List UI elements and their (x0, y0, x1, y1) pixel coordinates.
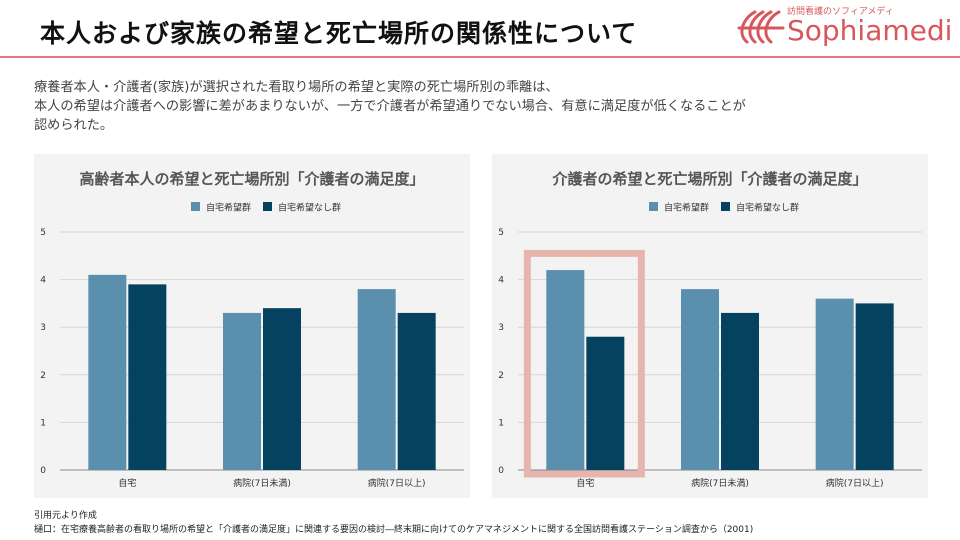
y-tick-label: 0 (498, 466, 504, 476)
legend-label: 自宅希望群 (206, 202, 251, 214)
bar-chart-caregiver-wish: 介護者の希望と死亡場所別「介護者の満足度」自宅希望群 自宅希望なし群 0 1 2 3 4 5 自… (498, 170, 922, 489)
x-tick-label: 病院(7日未満) (691, 477, 749, 489)
bar (88, 274, 127, 470)
legend-swatch (649, 202, 658, 211)
logo-wordmark: Sophiamedi (787, 14, 953, 47)
description-line-1: 療養者本人・介護者(家族)が選択された看取り場所の希望と実際の死亡場所別の乖離は… (34, 80, 559, 95)
title-underline (0, 56, 960, 58)
page-title: 本人および家族の希望と死亡場所の関係性について (40, 19, 638, 48)
bar (263, 308, 301, 470)
description-line-2: 本人の希望は介護者への影響に差があまりないが、一方で介護者が希望通りでない場合、… (34, 99, 746, 114)
legend-swatch (191, 202, 200, 211)
bar (855, 303, 894, 470)
y-tick-label: 3 (498, 323, 504, 333)
chart-panel-left: 高齢者本人の希望と死亡場所別「介護者の満足度」自宅希望群 自宅希望なし群 0 1 2 3 4… (34, 154, 470, 498)
y-tick-label: 0 (40, 466, 46, 476)
description: 療養者本人・介護者(家族)が選択された看取り場所の希望と実際の死亡場所別の乖離は… (34, 78, 934, 135)
bar (721, 312, 759, 470)
y-tick-label: 2 (40, 371, 46, 381)
y-tick-label: 1 (40, 418, 46, 428)
bar (681, 289, 719, 470)
x-tick-label: 病院(7日以上) (368, 477, 426, 489)
y-tick-label: 2 (498, 371, 504, 381)
bar (815, 298, 854, 470)
y-tick-label: 5 (498, 228, 504, 238)
y-tick-label: 4 (40, 276, 46, 286)
x-tick-label: 自宅 (118, 477, 136, 489)
x-tick-label: 病院(7日以上) (826, 477, 884, 489)
chart-title: 高齢者本人の希望と死亡場所別「介護者の満足度」 (79, 170, 424, 188)
bar (357, 289, 396, 470)
y-tick-label: 4 (498, 276, 504, 286)
chart-title: 介護者の希望と死亡場所別「介護者の満足度」 (551, 170, 867, 188)
x-tick-label: 病院(7日未満) (233, 477, 291, 489)
bar (223, 312, 261, 470)
bar (397, 312, 436, 470)
y-tick-label: 1 (498, 418, 504, 428)
legend-swatch (263, 202, 272, 211)
chart-panel-right: 介護者の希望と死亡場所別「介護者の満足度」自宅希望群 自宅希望なし群 0 1 2 3 4 5 自… (492, 154, 928, 498)
legend-label: 自宅希望なし群 (736, 202, 799, 214)
legend-swatch (721, 202, 730, 211)
bar (586, 336, 625, 470)
highlight-box (523, 249, 645, 478)
bar (128, 284, 167, 470)
x-tick-label: 自宅 (576, 477, 594, 489)
source-citation: 樋口：在宅療養高齢者の看取り場所の希望と「介護者の満足度」に関連する要因の検討―… (34, 525, 754, 535)
logo-subtitle: 訪問看護のソフィアメディ (787, 7, 894, 17)
bar-chart-patient-wish: 高齢者本人の希望と死亡場所別「介護者の満足度」自宅希望群 自宅希望なし群 0 1 2 3 4… (40, 170, 464, 489)
y-tick-label: 5 (40, 228, 46, 238)
legend-label: 自宅希望なし群 (278, 202, 341, 214)
logo-mark-icon (737, 10, 785, 44)
legend-label: 自宅希望群 (664, 202, 709, 214)
bar (546, 270, 585, 470)
description-line-3: 認められた。 (34, 118, 114, 133)
y-tick-label: 3 (40, 323, 46, 333)
source-note: 引用元より作成 (34, 511, 97, 521)
